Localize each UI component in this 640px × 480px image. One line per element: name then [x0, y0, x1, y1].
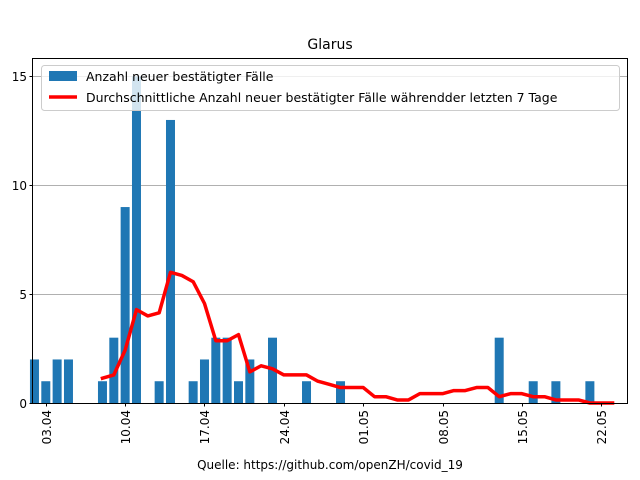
legend-bar-label: Anzahl neuer bestätigter Fälle [86, 69, 274, 84]
bar [41, 381, 51, 403]
bar [199, 359, 209, 403]
bar [211, 337, 221, 403]
bar [222, 337, 232, 403]
legend: Anzahl neuer bestätigter Fälle Durchschn… [41, 65, 620, 111]
bar [120, 207, 130, 403]
bar [245, 359, 255, 403]
bar [52, 359, 62, 403]
bar [131, 76, 141, 404]
plot-frame [32, 58, 628, 404]
bar [97, 381, 107, 403]
average-line [100, 270, 615, 405]
y-tick-label: 0 [19, 397, 27, 411]
bar [188, 381, 198, 403]
bar [234, 381, 243, 403]
bar [109, 337, 119, 403]
legend-line-label: Durchschnittliche Anzahl neuer bestätigt… [86, 90, 558, 105]
x-tick-label: 15.05 [516, 410, 530, 444]
bar [165, 119, 175, 404]
y-tick-label: 15 [12, 70, 27, 84]
legend-bar-swatch [49, 71, 77, 81]
x-tick-label: 24.04 [278, 410, 292, 444]
y-tick-label: 10 [12, 179, 27, 193]
y-tick-label: 5 [19, 288, 27, 302]
bar [302, 381, 312, 403]
bar [528, 381, 538, 403]
x-tick-label: 17.04 [198, 410, 212, 444]
bar [63, 359, 73, 403]
chart-title: Glarus [307, 37, 352, 53]
x-tick-label: 22.05 [595, 410, 609, 444]
bar [29, 359, 39, 403]
x-tick-label: 01.05 [357, 410, 371, 444]
x-tick-label: 10.04 [119, 410, 133, 444]
bar [336, 381, 346, 403]
bar [154, 381, 164, 403]
bar [494, 337, 504, 403]
legend-frame [41, 65, 620, 111]
source-caption: Quelle: https://github.com/openZH/covid_… [197, 458, 463, 472]
x-tick-label: 08.05 [437, 410, 451, 444]
x-tick-label: 03.04 [40, 410, 54, 444]
bar [585, 381, 595, 403]
bar [551, 381, 561, 403]
